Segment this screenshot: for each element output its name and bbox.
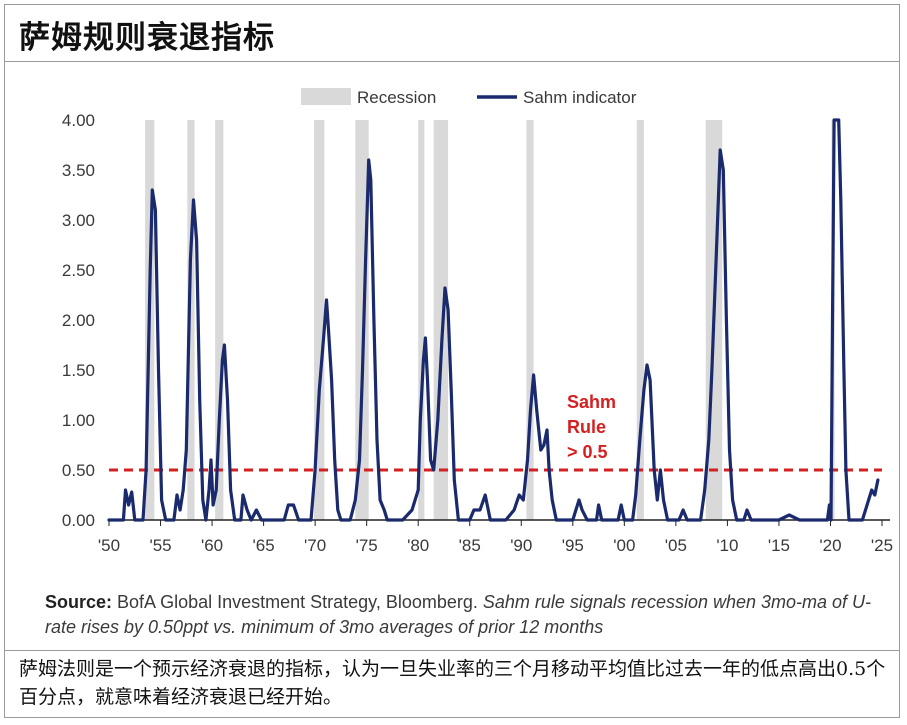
chart-container: 0.00 0.50 1.00 1.50 2.00 2.50 3.00 3.50 4.00 '50 '… [5, 62, 899, 651]
sahm-rule-label-line: > 0.5 [567, 442, 608, 462]
x-tick-label: '50 [98, 536, 120, 555]
recession-band [418, 120, 425, 520]
sahm-chart: 0.00 0.50 1.00 1.50 2.00 2.50 3.00 3.50 4.00 '50 '… [62, 88, 893, 555]
x-tick-label: '65 [253, 536, 275, 555]
source-description: Sahm rule signals recession when 3mo-ma … [45, 592, 872, 637]
x-tick-label: '85 [459, 536, 481, 555]
legend-recession-label: Recession [357, 88, 436, 107]
recession-band [526, 120, 534, 520]
y-tick-label: 1.00 [62, 411, 95, 430]
x-tick-label: '60 [201, 536, 223, 555]
x-tick-label: '15 [768, 536, 790, 555]
y-tick-label: 0.00 [62, 511, 95, 530]
source-note: Source: BofA Global Investment Strategy,… [45, 590, 890, 640]
legend-series-label: Sahm indicator [523, 88, 637, 107]
source-text: BofA Global Investment Strategy, Bloombe… [112, 592, 483, 612]
figure-frame: 萨姆规则衰退指标 0.00 0.50 1.00 1.50 2.00 2.50 3.00 3.5… [4, 4, 900, 718]
x-tick-label: '75 [356, 536, 378, 555]
y-tick-label: 2.00 [62, 311, 95, 330]
y-tick-label: 4.00 [62, 111, 95, 130]
sahm-indicator-line [107, 118, 880, 522]
series-layer [107, 118, 880, 522]
sahm-rule-label-line: Sahm [567, 392, 616, 412]
recession-band [215, 120, 224, 520]
x-tick-label: '00 [613, 536, 635, 555]
y-tick-label: 1.50 [62, 361, 95, 380]
legend-recession-swatch [301, 88, 351, 105]
x-tick-label: '20 [819, 536, 841, 555]
source-label: Source: [45, 592, 113, 612]
y-tick-label: 3.00 [62, 211, 95, 230]
annotation: Sahm Rule > 0.5 [567, 392, 616, 462]
x-tick-label: '70 [304, 536, 326, 555]
axes: 0.00 0.50 1.00 1.50 2.00 2.50 3.00 3.50 4.00 '50 '… [62, 111, 893, 555]
x-tick-label: '55 [149, 536, 171, 555]
caption: 萨姆法则是一个预示经济衰退的指标，认为一旦失业率的三个月移动平均值比过去一年的低… [19, 658, 886, 708]
x-tick-label: '80 [407, 536, 429, 555]
title-bar: 萨姆规则衰退指标 [5, 5, 899, 62]
sahm-rule-label-line: Rule [567, 417, 606, 437]
y-tick-label: 2.50 [62, 261, 95, 280]
recession-band [636, 120, 644, 520]
y-tick-label: 0.50 [62, 461, 95, 480]
y-tick-label: 3.50 [62, 161, 95, 180]
legend: Recession Sahm indicator [301, 88, 637, 107]
x-tick-label: '95 [562, 536, 584, 555]
x-tick-label: '05 [665, 536, 687, 555]
x-tick-label: '90 [510, 536, 532, 555]
x-tick-label: '10 [716, 536, 738, 555]
page-title: 萨姆规则衰退指标 [19, 20, 275, 56]
recession-band [187, 120, 195, 520]
recession-band [314, 120, 325, 520]
x-tick-label: '25 [871, 536, 893, 555]
